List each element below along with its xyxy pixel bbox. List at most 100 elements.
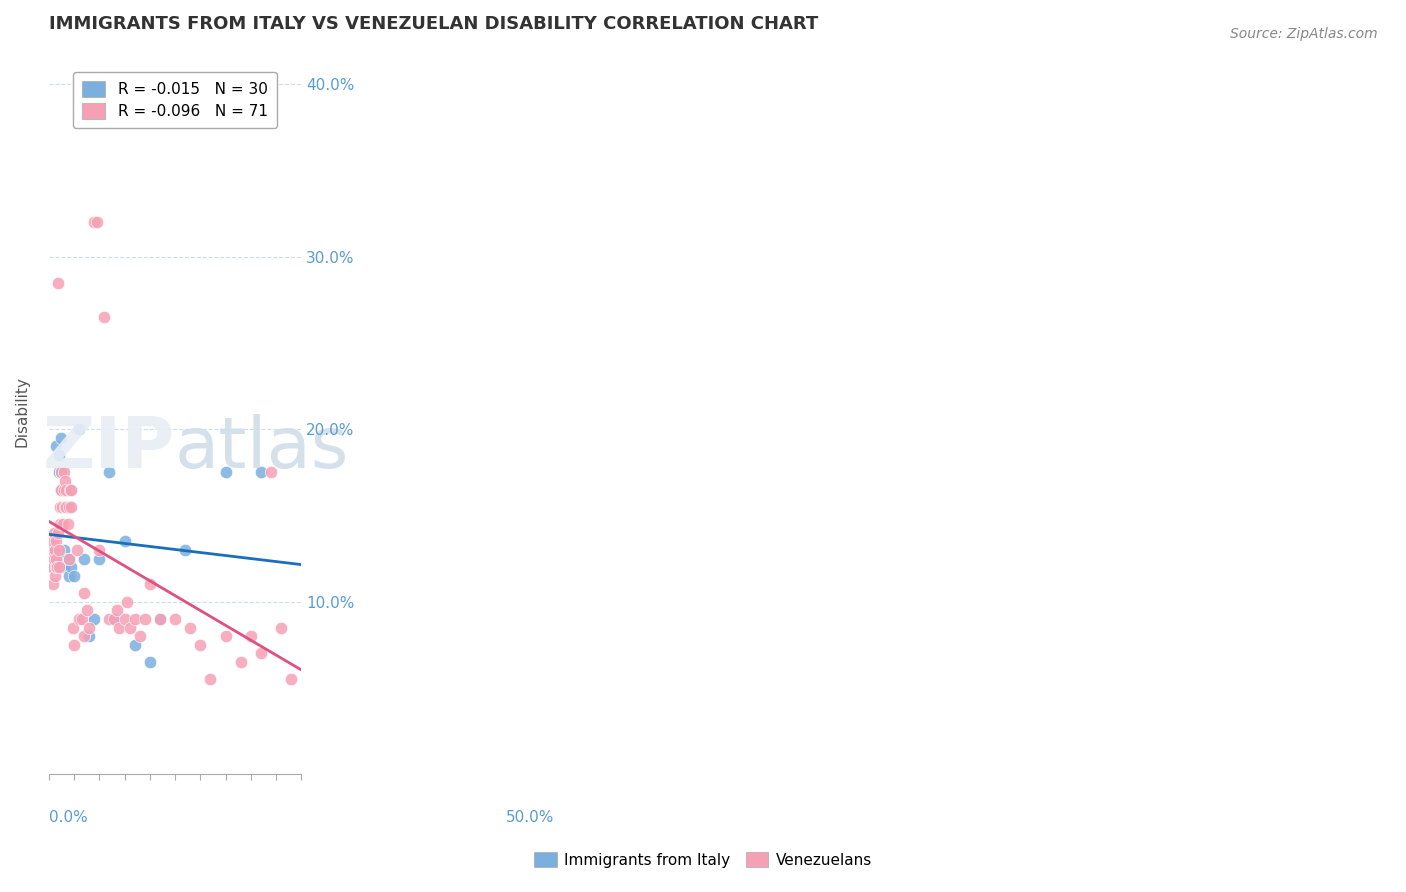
Point: [134, 612, 156, 626]
Point: [60, 483, 83, 497]
Point: [59, 483, 82, 497]
Point: [65, 543, 87, 558]
Point: [105, 603, 128, 617]
Point: [260, 466, 283, 480]
Point: [45, 440, 67, 454]
Point: [89, 543, 111, 558]
Point: [73, 629, 96, 643]
Point: [42, 525, 65, 540]
Point: [46, 276, 69, 290]
Point: [39, 543, 62, 558]
Point: [48, 466, 70, 480]
Point: [55, 483, 77, 497]
Point: [124, 612, 146, 626]
Point: [51, 431, 73, 445]
Point: [52, 466, 75, 480]
Point: [98, 612, 121, 626]
Point: [49, 483, 72, 497]
Point: [55, 500, 77, 514]
Point: [114, 534, 136, 549]
Point: [67, 612, 90, 626]
Legend: Immigrants from Italy, Venezuelans: Immigrants from Italy, Venezuelans: [526, 844, 880, 875]
Text: IMMIGRANTS FROM ITALY VS VENEZUELAN DISABILITY CORRELATION CHART: IMMIGRANTS FROM ITALY VS VENEZUELAN DISA…: [49, 15, 818, 33]
Point: [139, 655, 162, 669]
Point: [55, 483, 77, 497]
Point: [77, 621, 100, 635]
Point: [52, 483, 75, 497]
Point: [51, 500, 73, 514]
Point: [51, 466, 73, 480]
Point: [53, 474, 76, 488]
Point: [93, 310, 115, 325]
Point: [108, 621, 131, 635]
Point: [49, 500, 72, 514]
Point: [250, 466, 273, 480]
Point: [60, 560, 83, 574]
Point: [46, 525, 69, 540]
Point: [214, 629, 236, 643]
Point: [70, 612, 93, 626]
Point: [89, 551, 111, 566]
Point: [165, 612, 187, 626]
Point: [83, 215, 105, 229]
Point: [45, 560, 67, 574]
Point: [44, 543, 66, 558]
Text: ZIP: ZIP: [42, 414, 176, 483]
Point: [52, 560, 75, 574]
Point: [188, 638, 211, 652]
Point: [60, 500, 83, 514]
Point: [42, 543, 65, 558]
Point: [44, 569, 66, 583]
Point: [42, 560, 65, 574]
Point: [179, 621, 201, 635]
Point: [149, 612, 172, 626]
Point: [76, 603, 98, 617]
Point: [73, 586, 96, 600]
Point: [103, 612, 125, 626]
Point: [52, 517, 75, 532]
Point: [200, 673, 222, 687]
Point: [128, 629, 150, 643]
Point: [58, 551, 80, 566]
Point: [52, 543, 75, 558]
Point: [56, 517, 79, 532]
Point: [239, 629, 262, 643]
Point: [229, 655, 252, 669]
Point: [51, 483, 73, 497]
Point: [62, 621, 84, 635]
Point: [42, 534, 65, 549]
Point: [63, 569, 86, 583]
Point: [86, 215, 108, 229]
Point: [52, 551, 75, 566]
Point: [45, 551, 67, 566]
Point: [280, 673, 302, 687]
Point: [48, 560, 70, 574]
Y-axis label: Disability: Disability: [15, 376, 30, 448]
Text: 0.0%: 0.0%: [49, 810, 87, 825]
Point: [45, 560, 67, 574]
Point: [49, 517, 72, 532]
Point: [103, 612, 125, 626]
Point: [67, 422, 90, 436]
Point: [250, 647, 273, 661]
Point: [124, 638, 146, 652]
Text: atlas: atlas: [176, 414, 350, 483]
Point: [41, 560, 63, 574]
Point: [114, 612, 136, 626]
Point: [214, 466, 236, 480]
Point: [98, 466, 121, 480]
Point: [63, 638, 86, 652]
Point: [73, 551, 96, 566]
Point: [45, 534, 67, 549]
Point: [55, 500, 77, 514]
Text: 50.0%: 50.0%: [506, 810, 554, 825]
Point: [77, 629, 100, 643]
Point: [51, 466, 73, 480]
Legend: R = -0.015   N = 30, R = -0.096   N = 71: R = -0.015 N = 30, R = -0.096 N = 71: [73, 72, 277, 128]
Point: [139, 577, 162, 591]
Point: [58, 500, 80, 514]
Point: [83, 612, 105, 626]
Point: [58, 569, 80, 583]
Point: [115, 595, 138, 609]
Point: [48, 543, 70, 558]
